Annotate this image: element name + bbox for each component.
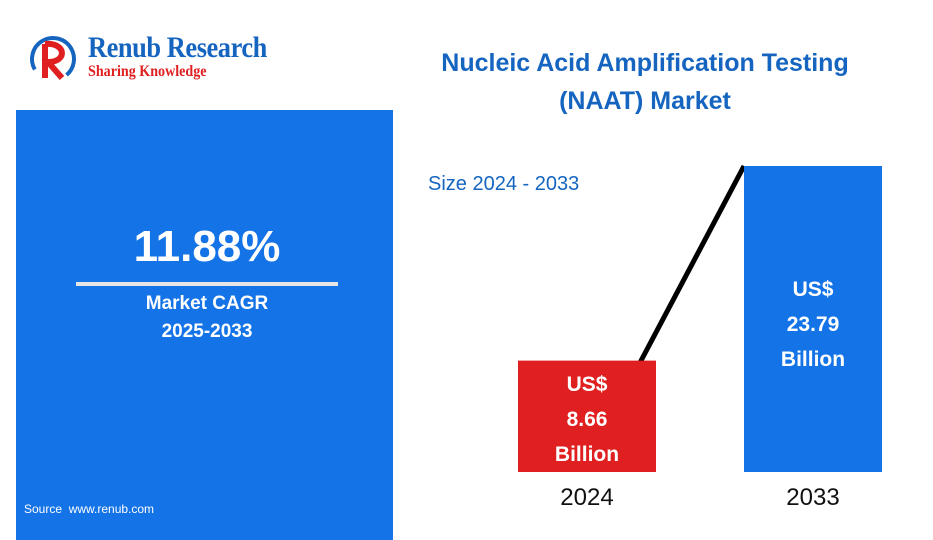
x-tick-label: 2033 xyxy=(786,484,840,511)
cagr-value: 11.88% xyxy=(133,222,281,271)
bar-label-line: Billion xyxy=(554,442,620,466)
renub-r-logo-icon xyxy=(30,36,76,82)
bar-label-line: 8.66 xyxy=(566,407,608,431)
source-note: Source www.renub.com xyxy=(24,502,155,516)
renub-research-logo: Renub Research Sharing Knowledge xyxy=(26,30,316,86)
cagr-divider xyxy=(76,282,338,286)
growth-connector-line xyxy=(637,164,747,364)
brand-name: Renub Research xyxy=(88,31,267,64)
bar-2033 xyxy=(744,166,882,472)
cagr-label: Market CAGR 2025-2033 xyxy=(16,290,398,346)
bar-2024 xyxy=(518,360,656,472)
cagr-label-line1: Market CAGR xyxy=(145,293,269,314)
bar-label-2024: US$ 8.66 Billion xyxy=(518,367,656,472)
bar-label-line: US$ xyxy=(792,278,834,301)
bar-label-line: US$ xyxy=(566,372,608,396)
chart-title: Nucleic Acid Amplification Testing (NAAT… xyxy=(441,49,849,115)
bar-label-line: Billion xyxy=(780,348,846,371)
cagr-label-line2: 2025-2033 xyxy=(161,321,253,342)
cagr-panel: 11.88% Market CAGR 2025-2033 Source www.… xyxy=(16,110,393,540)
x-tick-label: 2024 xyxy=(560,484,614,511)
brand-tagline: Sharing Knowledge xyxy=(88,63,207,80)
bar-label-2033: US$ 23.79 Billion xyxy=(744,272,882,377)
bar-label-line: 23.79 xyxy=(786,313,840,336)
chart-subtitle: Size 2024 - 2033 xyxy=(428,173,580,195)
